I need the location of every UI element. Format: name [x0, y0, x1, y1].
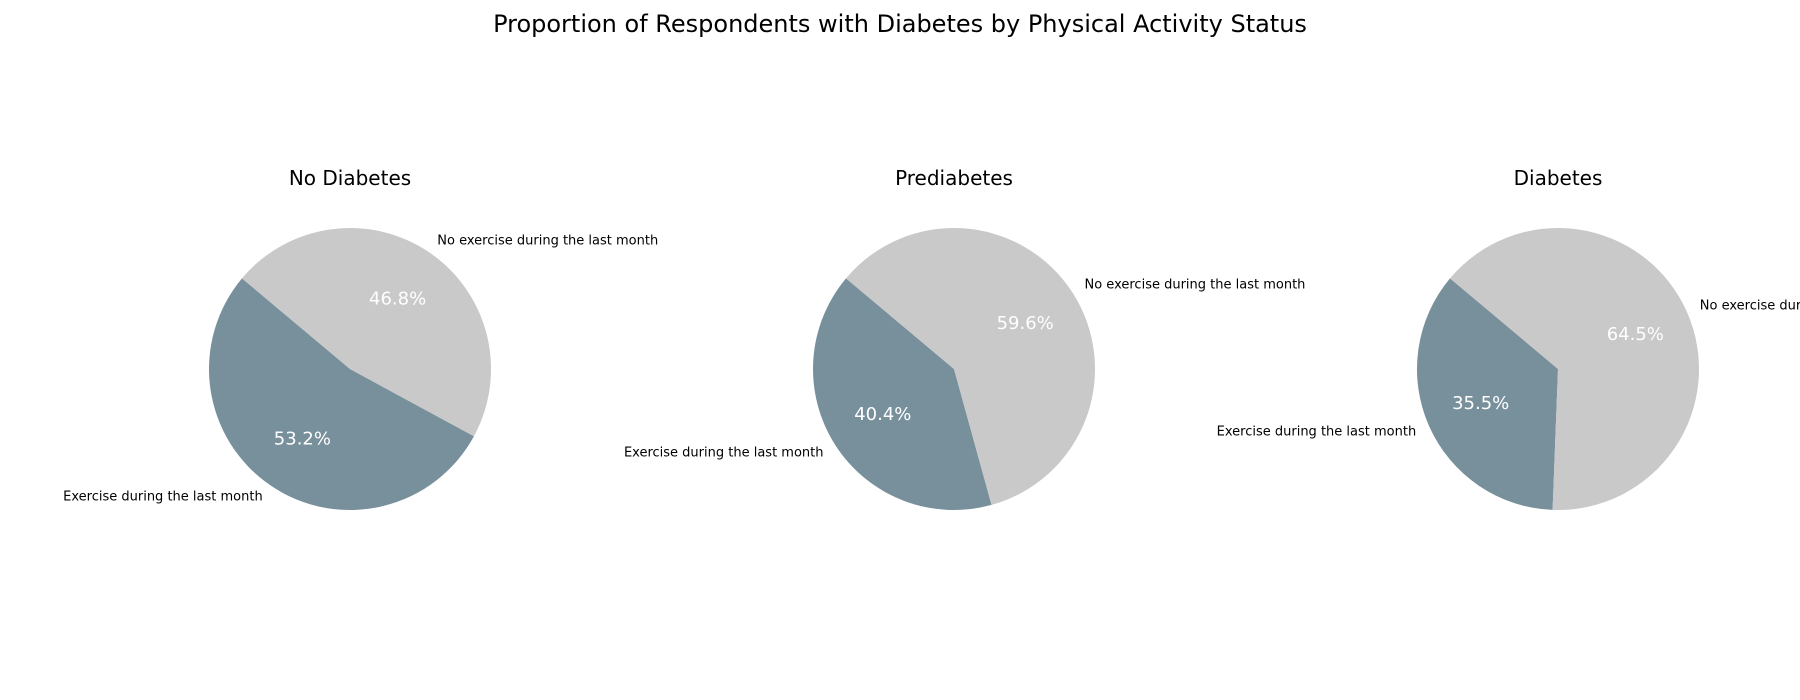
slice-category-label: No exercise during the last month	[1085, 278, 1306, 293]
pie-slice-no-exercise-during-the-last-month	[241, 227, 492, 437]
slice-category-label: Exercise during the last month	[63, 490, 263, 505]
slice-category-label: Exercise during the last month	[624, 445, 824, 460]
slice-percent-label: 46.8%	[369, 289, 426, 310]
slice-percent-label: 35.5%	[1452, 393, 1509, 414]
pie-title: Prediabetes	[895, 166, 1013, 190]
pie-slice-exercise-during-the-last-month	[209, 278, 474, 510]
pie-prediabetes: Prediabetes 40.4% Exercise during the last…	[624, 166, 1305, 510]
pie-diabetes: Diabetes 35.5% Exercise during the last mo…	[1217, 166, 1800, 511]
slice-category-label: No exercise during the last month	[1700, 299, 1800, 314]
pie-charts: No Diabetes 53.2% Exercise during the last…	[63, 166, 1800, 511]
slice-percent-label: 59.6%	[997, 313, 1054, 334]
pie-slice-no-exercise-during-the-last-month	[845, 227, 1096, 505]
slice-percent-label: 40.4%	[854, 404, 911, 425]
slice-percent-label: 53.2%	[274, 428, 331, 449]
figure-title: Proportion of Respondents with Diabetes …	[493, 10, 1307, 38]
pie-no-diabetes: No Diabetes 53.2% Exercise during the last…	[63, 166, 658, 510]
pie-slice-exercise-during-the-last-month	[1417, 278, 1558, 510]
slice-category-label: No exercise during the last month	[437, 233, 658, 248]
pie-title: No Diabetes	[289, 166, 411, 190]
pie-slice-exercise-during-the-last-month	[813, 278, 992, 510]
slice-category-label: Exercise during the last month	[1217, 424, 1417, 439]
pie-title: Diabetes	[1514, 166, 1603, 190]
pie-slice-no-exercise-during-the-last-month	[1449, 228, 1700, 511]
slice-percent-label: 64.5%	[1607, 324, 1664, 345]
